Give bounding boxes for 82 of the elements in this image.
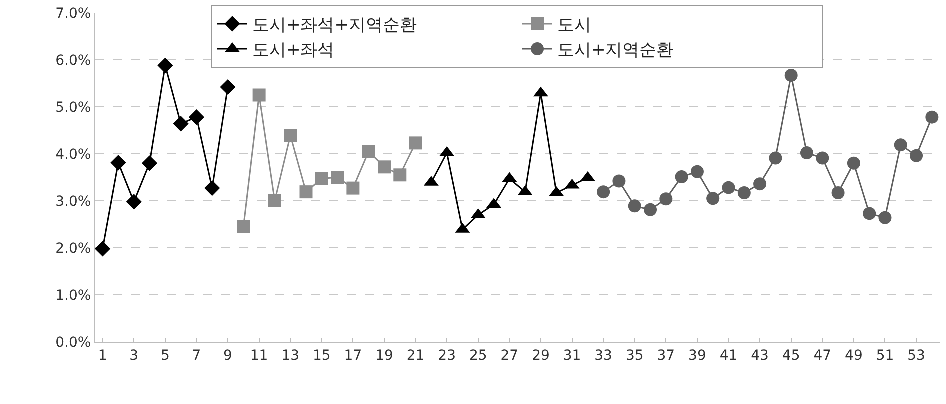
y-tick-label: 3.0%: [56, 194, 92, 210]
x-tick-label: 25: [469, 348, 488, 364]
x-tick-label: 5: [160, 348, 170, 364]
x-tick-label: 47: [814, 348, 832, 364]
point: [284, 129, 298, 142]
x-tick-label: 37: [657, 348, 676, 364]
x-tick-label: 1: [98, 348, 108, 364]
legend-label: 도시+지역순환: [558, 40, 674, 61]
y-tick-label: 5.0%: [56, 100, 92, 116]
x-tick-label: 35: [626, 348, 644, 364]
point: [300, 186, 313, 199]
point: [315, 172, 328, 186]
legend-label: 도시+좌석: [252, 40, 335, 61]
point: [910, 149, 924, 162]
x-tick-label: 51: [876, 348, 894, 364]
y-tick-label: 4.0%: [56, 146, 92, 163]
x-tick-label: 29: [532, 348, 550, 364]
point: [628, 200, 642, 213]
point: [675, 170, 688, 184]
y-tick-label: 7.0%: [56, 6, 92, 22]
point: [644, 203, 658, 216]
y-tick-label: 0.0%: [56, 334, 92, 351]
point: [722, 181, 736, 194]
point: [832, 186, 845, 200]
point: [800, 146, 814, 160]
point: [331, 171, 344, 184]
point: [878, 211, 892, 224]
point: [346, 182, 360, 195]
x-tick-label: 7: [192, 348, 202, 364]
x-tick-label: 19: [376, 348, 394, 364]
point: [784, 69, 798, 82]
point: [204, 180, 220, 196]
x-tick-label: 39: [688, 348, 706, 364]
x-tick-label: 31: [563, 348, 582, 364]
point: [847, 156, 860, 170]
point: [173, 116, 189, 132]
x-tick-label: 13: [282, 348, 300, 364]
point: [268, 194, 282, 208]
point: [220, 79, 236, 96]
point: [188, 110, 205, 126]
legend-label: 도시: [558, 16, 592, 36]
point: [690, 165, 704, 178]
y-tick-label: 1.0%: [56, 288, 92, 304]
point: [816, 152, 830, 165]
x-tick-label: 45: [782, 348, 800, 364]
point: [597, 186, 610, 199]
x-tick-label: 41: [720, 348, 738, 364]
point: [110, 155, 126, 171]
point: [126, 194, 142, 210]
point: [237, 220, 250, 234]
x-tick-label: 27: [500, 348, 519, 364]
point: [863, 207, 876, 220]
point: [158, 58, 174, 74]
point: [706, 192, 720, 206]
y-tick-label: 6.0%: [56, 52, 92, 69]
x-tick-label: 11: [250, 348, 268, 364]
point: [409, 136, 422, 150]
point: [926, 110, 939, 124]
point: [252, 88, 266, 102]
x-tick-label: 3: [130, 348, 139, 364]
point: [754, 178, 767, 191]
point: [95, 241, 111, 257]
point: [660, 192, 673, 206]
point: [612, 174, 626, 188]
legend-label: 도시+좌석+지역순환: [252, 16, 417, 36]
x-tick-label: 21: [406, 348, 425, 364]
point: [894, 138, 908, 152]
point: [394, 168, 407, 182]
point: [142, 156, 158, 172]
x-tick-label: 33: [594, 348, 612, 364]
x-tick-label: 43: [751, 348, 769, 364]
x-tick-label: 49: [845, 348, 863, 364]
y-tick-label: 2.0%: [56, 240, 92, 257]
point: [378, 160, 391, 174]
x-tick-label: 53: [908, 348, 926, 364]
x-tick-label: 9: [224, 348, 232, 364]
x-tick-label: 15: [312, 348, 331, 364]
point: [769, 152, 782, 165]
point: [738, 186, 751, 200]
x-tick-label: 23: [438, 348, 456, 364]
x-tick-label: 17: [344, 348, 362, 364]
point: [362, 145, 376, 158]
